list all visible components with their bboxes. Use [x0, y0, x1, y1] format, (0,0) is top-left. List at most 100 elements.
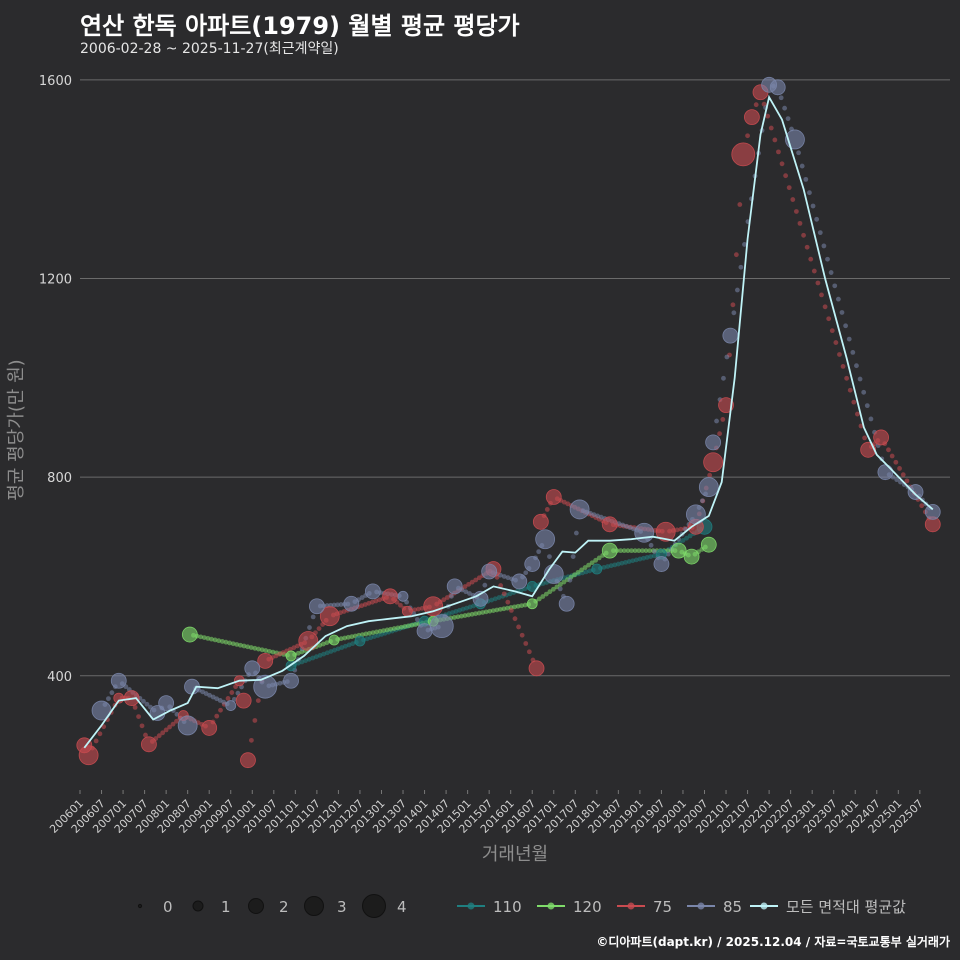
trail-dot-85 [338, 602, 344, 607]
data-point-120 [683, 548, 700, 565]
trail-dot-85 [839, 310, 845, 315]
data-point-75 [235, 692, 252, 709]
trail-dot-120 [209, 636, 214, 642]
trail-dot-75 [833, 340, 839, 345]
trail-dot-75 [707, 472, 713, 478]
size-legend-label: 0 [163, 898, 173, 916]
trail-dot-120 [593, 557, 599, 563]
trail-dot-75 [822, 304, 828, 310]
trail-dot-75 [249, 737, 254, 743]
trail-dot-85 [307, 625, 312, 630]
trail-dot-75 [136, 714, 141, 720]
trail-dot-75 [793, 209, 799, 214]
trail-dot-85 [821, 243, 827, 249]
trail-dot-85 [652, 549, 657, 554]
trail-dot-85 [846, 336, 852, 342]
trail-dot-110 [492, 596, 498, 602]
trail-dot-85 [449, 593, 454, 599]
trail-dot-75 [720, 417, 726, 422]
trail-dot-110 [346, 642, 352, 648]
trail-dot-120 [540, 594, 546, 599]
data-point-85 [698, 477, 719, 497]
trail-dot-110 [339, 645, 345, 650]
series-legend-label: 75 [653, 898, 672, 916]
trail-dot-85 [331, 602, 337, 608]
series-legend-label: 110 [493, 898, 522, 916]
data-point-75 [545, 489, 562, 505]
trail-dot-85 [857, 376, 863, 382]
data-point-85 [364, 583, 381, 600]
data-point-75 [240, 752, 256, 769]
trail-dot-75 [516, 624, 521, 630]
trail-dot-110 [612, 562, 618, 568]
trail-dot-120 [497, 606, 503, 612]
trail-dot-110 [626, 559, 632, 564]
trail-dot-75 [174, 718, 179, 724]
y-tick-label: 400 [47, 670, 72, 685]
trail-dot-120 [219, 639, 225, 644]
data-point-85 [177, 715, 198, 736]
trail-dot-120 [248, 645, 254, 650]
trail-dot-75 [837, 352, 842, 357]
trail-dot-110 [310, 655, 316, 661]
trail-dot-110 [306, 656, 312, 662]
trail-dot-75 [419, 605, 425, 611]
trail-dot-75 [214, 713, 220, 719]
trail-dot-75 [93, 738, 99, 744]
trail-dot-75 [277, 651, 282, 657]
trail-dot-110 [684, 535, 689, 541]
trail-dot-120 [515, 603, 521, 609]
trail-dot-75 [441, 597, 447, 603]
chart-title: 연산 한독 아파트(1979) 월별 평균 평당가 [80, 12, 520, 40]
trail-dot-75 [229, 690, 235, 695]
trail-dot-75 [900, 472, 906, 478]
trail-dot-75 [889, 453, 895, 459]
trail-dot-75 [225, 696, 231, 701]
y-axis-label: 평균 평당가(만 원) [6, 359, 27, 500]
trail-dot-85 [231, 696, 237, 702]
trail-dot-120 [512, 604, 517, 610]
trail-dot-120 [216, 638, 222, 644]
trail-dot-75 [252, 718, 258, 723]
data-point-85 [416, 623, 433, 639]
data-point-75 [731, 142, 756, 167]
trail-dot-85 [796, 150, 801, 156]
trail-dot-75 [170, 721, 176, 727]
trail-dot-110 [623, 559, 628, 565]
trail-dot-120 [632, 548, 638, 554]
trail-dot-110 [321, 651, 327, 657]
data-point-85 [283, 672, 299, 689]
data-point-75 [319, 606, 340, 627]
data-point-85 [308, 598, 325, 615]
data-point-75 [298, 631, 319, 651]
trail-dot-85 [463, 589, 469, 595]
trail-dot-120 [618, 548, 624, 554]
trail-dot-110 [335, 646, 341, 652]
trail-dot-85 [894, 477, 900, 483]
trail-dot-75 [412, 607, 418, 613]
trail-dot-75 [844, 375, 850, 381]
trail-dot-75 [295, 643, 300, 649]
trail-dot-85 [861, 389, 867, 395]
trail-dot-75 [519, 632, 525, 638]
trail-dot-75 [733, 252, 739, 258]
data-point-85 [705, 434, 722, 451]
trail-dot-120 [536, 596, 542, 602]
trail-dot-120 [501, 606, 507, 612]
trail-dot-85 [501, 574, 507, 579]
trail-dot-75 [280, 650, 286, 656]
trail-dot-75 [466, 581, 472, 587]
series-legend-dot [467, 902, 475, 910]
trail-dot-110 [615, 561, 621, 567]
trail-dot-120 [198, 634, 204, 640]
trail-dot-75 [840, 364, 846, 369]
trail-dot-75 [893, 459, 899, 465]
trail-dot-85 [648, 542, 654, 548]
trail-dot-85 [778, 95, 784, 101]
trail-dot-120 [256, 646, 261, 652]
trail-dot-85 [482, 582, 488, 588]
data-point-85 [877, 464, 894, 481]
trail-dot-85 [864, 403, 870, 409]
trail-dot-85 [738, 264, 744, 270]
